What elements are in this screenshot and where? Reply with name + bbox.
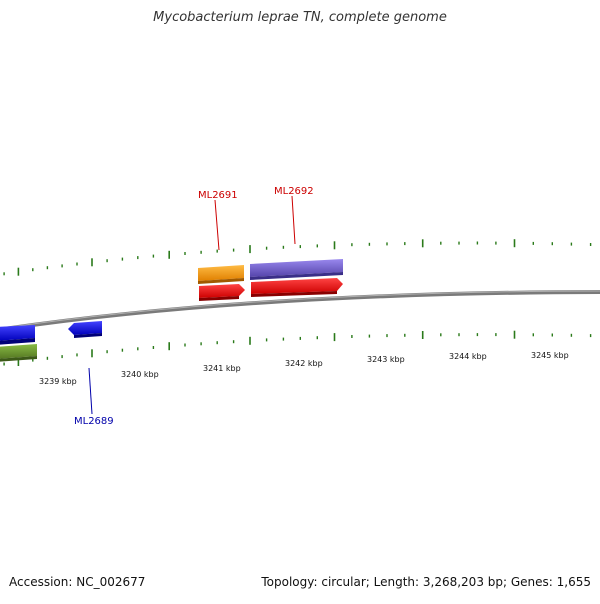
scale-label-3239: 3239 kbp (39, 377, 77, 386)
gene-label-ml2689[interactable]: ML2689 (74, 416, 114, 427)
scale-label-3243: 3243 kbp (367, 355, 405, 364)
ml2691-leader-line (214, 199, 220, 251)
gene-ml2691-orange[interactable] (198, 265, 244, 284)
genome-backbone (0, 290, 600, 332)
gene-ml2692-purple[interactable] (250, 259, 343, 280)
accession-text: Accession: NC_002677 (9, 575, 146, 589)
ml2692-leader-line (291, 195, 296, 245)
ml2689-leader-line (88, 367, 93, 415)
scale-label-3245: 3245 kbp (531, 351, 569, 360)
genome-backbone-highlight (0, 290, 600, 330)
scale-label-3244: 3244 kbp (449, 352, 487, 361)
gene-blue-left[interactable] (0, 325, 35, 345)
gene-ml2692-red[interactable] (251, 278, 343, 297)
genome-summary-text: Topology: circular; Length: 3,268,203 bp… (261, 575, 591, 589)
gene-label-ml2692[interactable]: ML2692 (274, 186, 314, 197)
lower-tick-row (3, 330, 592, 366)
scale-label-3241: 3241 kbp (203, 364, 241, 373)
gene-label-ml2691[interactable]: ML2691 (198, 190, 238, 201)
gene-green-left[interactable] (0, 344, 37, 362)
scale-label-3240: 3240 kbp (121, 370, 159, 379)
genome-title: Mycobacterium leprae TN, complete genome (153, 10, 447, 25)
gene-ml2689-blue[interactable] (68, 321, 102, 338)
upper-tick-row (3, 239, 592, 276)
gene-ml2691-red[interactable] (199, 284, 245, 301)
scale-label-3242: 3242 kbp (285, 359, 323, 368)
